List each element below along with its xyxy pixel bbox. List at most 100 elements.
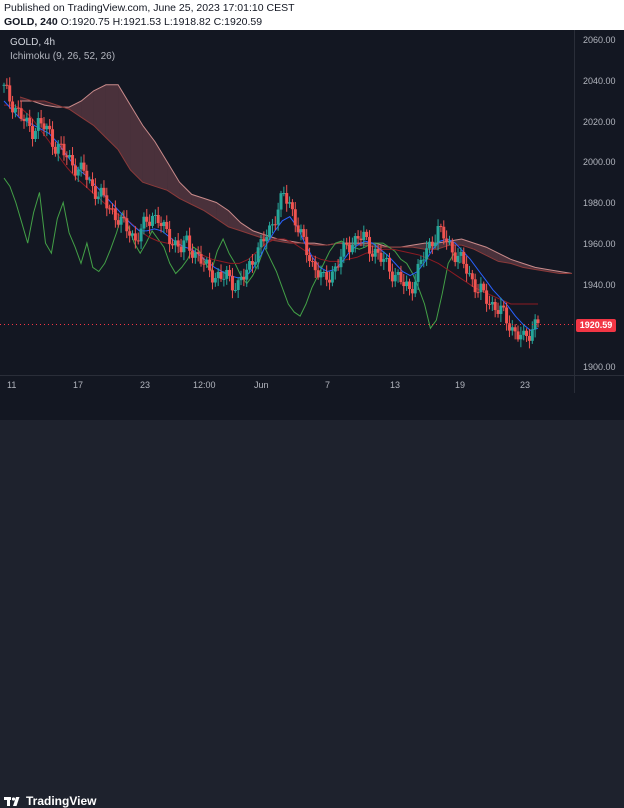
candle-body: [445, 238, 449, 243]
candle-body: [233, 290, 237, 292]
candle-body: [507, 323, 511, 331]
candle-body: [525, 330, 529, 337]
candle-body: [436, 226, 440, 243]
cloud-segment: [535, 267, 548, 272]
axis-corner: [574, 375, 624, 394]
candle-body: [496, 310, 500, 314]
price-chart[interactable]: [0, 30, 574, 375]
candle-body: [19, 108, 23, 119]
candle-body: [453, 252, 457, 263]
candle-body: [48, 125, 52, 130]
time-axis[interactable]: 11 17 23 12:00 Jun 7 13 19 23: [0, 375, 574, 394]
candle-body: [519, 334, 523, 340]
candle-body: [239, 276, 243, 281]
candle-body: [68, 155, 72, 158]
cloud-segment: [130, 105, 143, 183]
candle-body: [476, 292, 480, 294]
candle-body: [42, 123, 46, 130]
candle-body: [116, 220, 120, 225]
candle-body: [527, 336, 531, 341]
candle-body: [345, 242, 349, 245]
candle-body: [59, 143, 63, 145]
candle-body: [88, 179, 92, 181]
candle-body: [442, 226, 446, 239]
candle-body: [79, 162, 83, 170]
candle-body: [499, 305, 503, 314]
candle-body: [402, 282, 406, 287]
candle-body: [219, 271, 223, 279]
legend-indicator: Ichimoku (9, 26, 52, 26): [10, 51, 116, 62]
candle-body: [430, 241, 434, 247]
candle-body: [262, 239, 266, 242]
candle-body: [413, 281, 417, 294]
brand[interactable]: TradingView: [4, 794, 96, 808]
symbol-interval: GOLD, 240: [4, 16, 58, 28]
kijun-line: [4, 104, 538, 305]
candle-body: [333, 266, 337, 272]
price-axis[interactable]: 2060.00 2040.00 2020.00 2000.00 1980.00 …: [574, 30, 624, 375]
price-tick-label: 2020.00: [583, 117, 616, 127]
price-tick-label: 1900.00: [583, 362, 616, 372]
candle-body: [356, 236, 360, 239]
price-tick-label: 2060.00: [583, 35, 616, 45]
candle-body: [273, 224, 277, 226]
candle-body: [288, 202, 292, 204]
candle-body: [199, 253, 203, 264]
cloud-segment: [191, 194, 204, 211]
chikou-line: [3, 177, 461, 330]
candle-body: [159, 223, 163, 227]
candle-body: [142, 216, 146, 229]
candle-body: [336, 266, 340, 268]
candle-body: [487, 303, 491, 305]
candle-body: [370, 253, 374, 257]
price-tick-label: 2000.00: [583, 157, 616, 167]
candle-body: [382, 259, 386, 262]
candle-body: [376, 248, 380, 253]
price-tick-label: 1980.00: [583, 198, 616, 208]
candle-body: [162, 221, 166, 227]
candle-body: [242, 276, 246, 280]
candle-body: [139, 228, 143, 242]
candle-body: [313, 261, 317, 271]
candle-body: [365, 231, 369, 237]
candle-body: [447, 241, 451, 243]
candle-body: [530, 329, 534, 341]
candle-body: [108, 208, 112, 210]
time-tick-label: 23: [520, 380, 531, 390]
candle-body: [225, 269, 229, 279]
candle-body: [113, 208, 117, 221]
candle-body: [28, 117, 32, 126]
candle-body: [250, 261, 254, 265]
candle-body: [399, 271, 403, 283]
candle-body: [362, 231, 366, 241]
current-price-label: 1920.59: [576, 319, 616, 332]
candle-body: [188, 235, 192, 251]
time-tick-label: 17: [73, 380, 84, 390]
tradingview-logo-icon: [4, 797, 20, 806]
candle-body: [185, 235, 189, 241]
time-tick-label: Jun: [254, 380, 269, 390]
candle-body: [96, 196, 100, 199]
candle-body: [150, 215, 154, 226]
candle-body: [131, 233, 135, 236]
candle-body: [33, 130, 37, 139]
candle-body: [91, 179, 95, 187]
candle-body: [479, 283, 483, 293]
candle-body: [328, 279, 332, 283]
low-value: 1918.82: [172, 16, 211, 28]
candle-body: [393, 274, 397, 282]
candle-body: [165, 221, 169, 230]
candle-body: [407, 281, 411, 290]
ohlc-readout: GOLD, 240 O:1920.75 H:1921.53 L:1918.82 …: [4, 16, 262, 28]
candle-body: [516, 331, 520, 340]
open-label: O:: [60, 16, 72, 28]
time-tick-label: 7: [325, 380, 331, 390]
close-value: 1920.59: [224, 16, 263, 28]
candle-body: [182, 240, 186, 253]
chart-pane[interactable]: [0, 30, 574, 375]
candle-body: [22, 118, 26, 122]
candle-body: [427, 241, 431, 249]
candle-body: [282, 193, 286, 195]
candle-body: [342, 242, 346, 257]
